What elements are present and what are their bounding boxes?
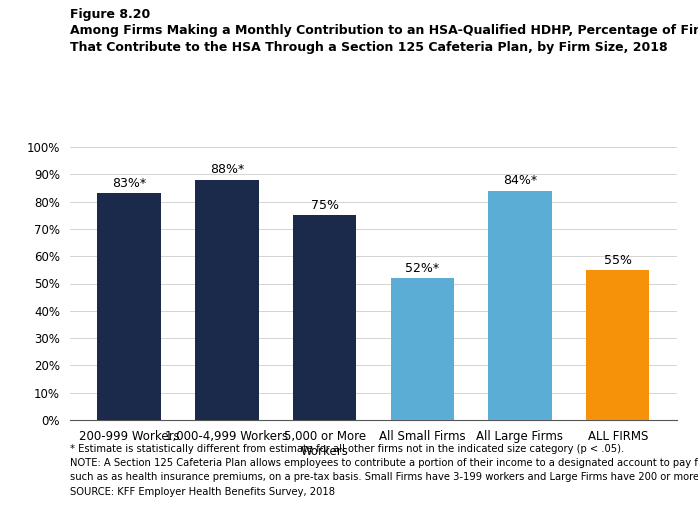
Text: NOTE: A Section 125 Cafeteria Plan allows employees to contribute a portion of t: NOTE: A Section 125 Cafeteria Plan allow…: [70, 458, 698, 468]
Text: Among Firms Making a Monthly Contribution to an HSA-Qualified HDHP, Percentage o: Among Firms Making a Monthly Contributio…: [70, 24, 698, 37]
Bar: [488, 191, 551, 420]
Bar: [195, 180, 259, 420]
Text: 88%*: 88%*: [209, 163, 244, 176]
Text: Figure 8.20: Figure 8.20: [70, 8, 150, 21]
Bar: [586, 270, 649, 420]
Text: 75%: 75%: [311, 199, 339, 212]
Bar: [98, 193, 161, 420]
Text: That Contribute to the HSA Through a Section 125 Cafeteria Plan, by Firm Size, 2: That Contribute to the HSA Through a Sec…: [70, 41, 667, 54]
Text: 83%*: 83%*: [112, 177, 146, 190]
Text: 55%: 55%: [604, 254, 632, 267]
Bar: [390, 278, 454, 420]
Bar: [293, 215, 357, 420]
Text: 84%*: 84%*: [503, 174, 537, 187]
Text: such as as health insurance premiums, on a pre-tax basis. Small Firms have 3-199: such as as health insurance premiums, on…: [70, 472, 698, 482]
Text: SOURCE: KFF Employer Health Benefits Survey, 2018: SOURCE: KFF Employer Health Benefits Sur…: [70, 487, 335, 497]
Text: * Estimate is statistically different from estimate for all other firms not in t: * Estimate is statistically different fr…: [70, 444, 624, 454]
Text: 52%*: 52%*: [406, 262, 439, 275]
